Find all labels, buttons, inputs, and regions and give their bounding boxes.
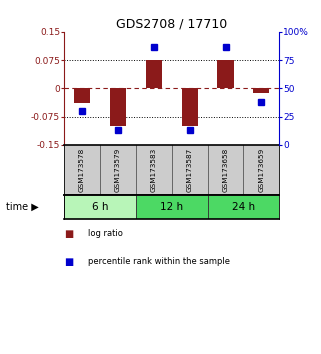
Text: GSM173583: GSM173583 [151, 148, 157, 192]
Text: GSM173659: GSM173659 [258, 148, 265, 192]
Text: percentile rank within the sample: percentile rank within the sample [88, 257, 230, 267]
Text: time ▶: time ▶ [6, 202, 39, 212]
Text: GSM173579: GSM173579 [115, 148, 121, 192]
Text: 12 h: 12 h [160, 202, 183, 212]
Text: 6 h: 6 h [92, 202, 108, 212]
Title: GDS2708 / 17710: GDS2708 / 17710 [116, 18, 227, 31]
Text: ■: ■ [64, 257, 74, 267]
Text: GSM173578: GSM173578 [79, 148, 85, 192]
Bar [253, 88, 269, 93]
Text: 24 h: 24 h [232, 202, 255, 212]
Bar [136, 195, 208, 219]
Text: log ratio: log ratio [88, 229, 123, 238]
Text: GSM173587: GSM173587 [187, 148, 193, 192]
Bar [110, 88, 126, 126]
Bar [208, 195, 279, 219]
Bar [146, 60, 162, 88]
Bar [217, 60, 234, 88]
Text: ■: ■ [64, 229, 74, 239]
Bar [64, 195, 136, 219]
Bar [182, 88, 198, 126]
Bar [74, 88, 90, 103]
Text: GSM173658: GSM173658 [222, 148, 229, 192]
